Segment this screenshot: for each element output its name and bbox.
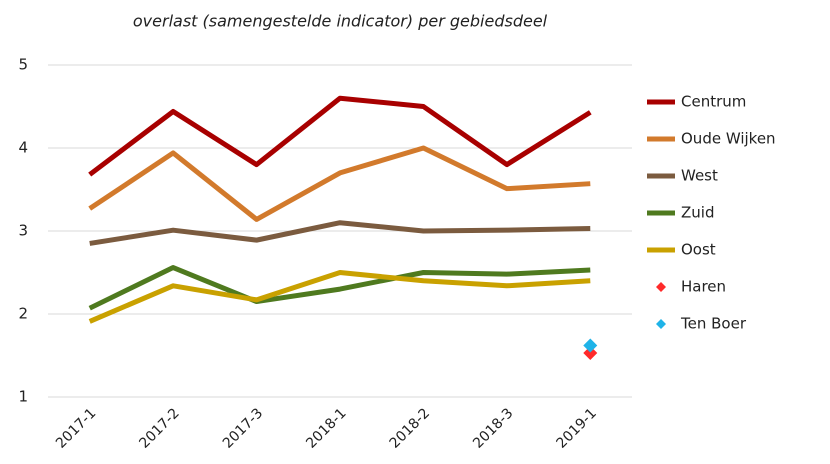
- y-tick-label: 1: [18, 388, 28, 406]
- y-tick-label: 3: [18, 222, 28, 240]
- x-tick-label: 2019-1: [554, 405, 600, 451]
- x-tick-label: 2017-3: [220, 405, 266, 451]
- x-tick-label: 2017-1: [53, 405, 99, 451]
- x-tick-label: 2018-2: [387, 405, 433, 451]
- y-tick-label: 4: [18, 139, 28, 157]
- legend-label: West: [681, 167, 718, 185]
- legend-label: Zuid: [681, 204, 714, 222]
- series-line: [88, 270, 591, 324]
- series-marker: [583, 346, 598, 361]
- chart-title: overlast (samengestelde indicator) per g…: [133, 12, 548, 31]
- series-marker: [583, 338, 598, 353]
- series-line: [88, 265, 591, 311]
- series-line: [89, 220, 591, 246]
- legend-label: Oude Wijken: [681, 130, 776, 148]
- x-tick-label: 2018-3: [470, 405, 516, 451]
- series-line: [88, 145, 591, 222]
- y-tick-label: 5: [18, 56, 28, 74]
- legend-label: Oost: [681, 241, 716, 259]
- legend-label: Centrum: [681, 93, 746, 111]
- series-line: [88, 95, 592, 177]
- legend-swatch: [656, 319, 666, 329]
- legend-label: Haren: [681, 278, 726, 296]
- y-tick-label: 2: [18, 305, 28, 323]
- x-tick-label: 2018-1: [303, 405, 349, 451]
- legend-swatch: [656, 282, 666, 292]
- legend-label: Ten Boer: [680, 315, 747, 333]
- x-tick-label: 2017-2: [136, 405, 182, 451]
